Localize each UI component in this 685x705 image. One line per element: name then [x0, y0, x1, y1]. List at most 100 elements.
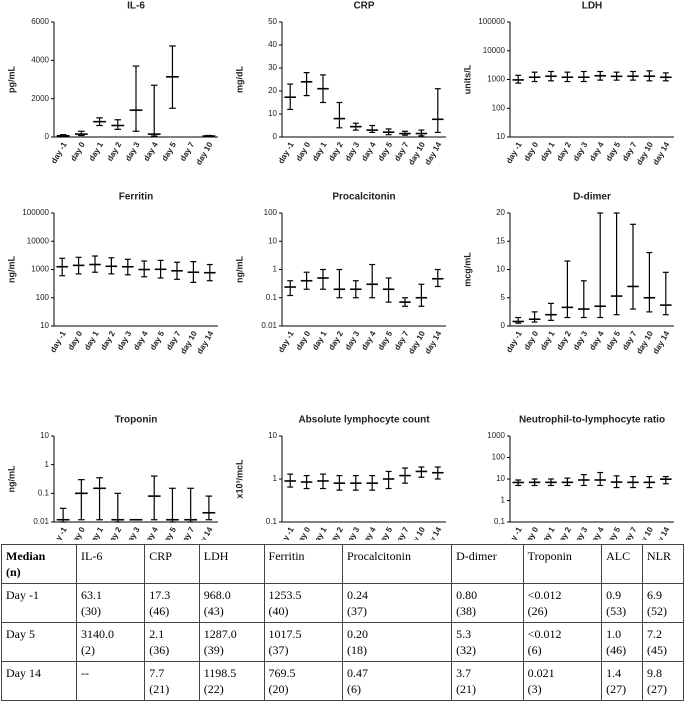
cell-text: -- [81, 666, 90, 680]
chart-title: Procalcitonin [332, 192, 395, 203]
cell-text: 17.3 [149, 588, 171, 602]
x-tick-label: day 7 [621, 525, 639, 540]
cell-text: (40) [268, 604, 289, 618]
cell-text: (27) [606, 682, 627, 696]
y-tick-label: 0.1 [266, 517, 278, 526]
x-tick-label: day 3 [571, 525, 589, 540]
x-tick-label: day 5 [376, 140, 394, 163]
cell-text: (43) [203, 604, 224, 618]
x-tick-label: day 0 [522, 140, 540, 163]
y-tick-label: 15 [496, 236, 505, 245]
cell-text: (32) [456, 643, 477, 657]
x-tick-label: day 2 [327, 525, 345, 540]
cell-text: (27) [647, 682, 667, 696]
table-row: Day 5 3140.0 (2) 2.1 (36) 1287.0 (39) 1017.5 (37… [0, 622, 684, 662]
x-tick-label: day 14 [651, 329, 672, 356]
y-tick-label: 30 [268, 63, 277, 72]
x-tick-label: day -1 [48, 329, 68, 354]
x-tick-label: day 4 [588, 140, 606, 163]
y-tick-label: 100 [264, 208, 278, 217]
cell-text: (46) [606, 643, 627, 657]
table-cell: 63.1 (30) [76, 583, 146, 623]
table-cell: LDH [198, 544, 265, 584]
x-tick-label: day 14 [423, 329, 444, 356]
table-cell: 2.1 (36) [144, 622, 200, 662]
y-tick-label: 1 [273, 265, 278, 274]
x-tick-label: day 4 [588, 329, 606, 352]
x-tick-label: day 3 [124, 525, 142, 540]
cell-text: ALC [606, 549, 631, 563]
table-cell: Median (n) [0, 544, 78, 584]
table-cell: 0.021 (3) [522, 661, 603, 701]
y-tick-label: 0.1 [38, 488, 50, 497]
table-cell: 7.2 (45) [642, 622, 684, 662]
x-tick-label: day -1 [276, 525, 296, 540]
y-tick-label: 1000 [487, 431, 505, 440]
y-tick-label: 10 [268, 431, 277, 440]
x-tick-label: day 1 [539, 525, 557, 540]
x-tick-label: day -1 [504, 140, 524, 165]
y-tick-label: 100000 [22, 208, 49, 217]
cell-text: (n) [6, 565, 21, 579]
table-cell: 1.0 (46) [601, 622, 643, 662]
y-tick-label: 10 [268, 109, 277, 118]
cell-text: 1.4 [606, 666, 622, 680]
x-tick-label: day 7 [178, 525, 196, 540]
chart-title: D-dimer [573, 192, 611, 203]
y-tick-label: 100000 [478, 17, 505, 26]
cell-text: 0.20 [346, 627, 368, 641]
y-tick-label: 1 [45, 460, 50, 469]
y-tick-label: 100 [492, 453, 506, 462]
y-axis-label: ng/mL [6, 256, 16, 283]
x-tick-label: day 10 [194, 140, 215, 167]
cell-text: (53) [606, 604, 627, 618]
cell-text: (46) [149, 604, 170, 618]
row-label: Day -1 [0, 583, 78, 623]
x-tick-label: day 2 [327, 329, 345, 352]
chart-title: CRP [353, 1, 374, 12]
table-cell: 0.47 (6) [341, 661, 453, 701]
table-cell: 0.80 (38) [451, 583, 524, 623]
cell-text: (22) [203, 682, 224, 696]
table-cell: Ferritin [263, 544, 343, 584]
y-axis-label: pg/mL [6, 66, 16, 93]
cell-text: (21) [149, 682, 170, 696]
chart-title: IL-6 [127, 1, 145, 12]
row-label: Day 14 [0, 661, 78, 701]
table-cell: 769.5 (20) [263, 661, 343, 701]
x-tick-label: day 5 [604, 329, 622, 352]
table-cell: 0.24 (37) [341, 583, 453, 623]
cell-text: 1.0 [606, 627, 622, 641]
cell-text: (18) [346, 643, 367, 657]
x-tick-label: day 4 [360, 525, 378, 540]
chart-title: Troponin [115, 415, 158, 426]
y-axis-label: x10³/mcL [234, 459, 244, 499]
table-cell: 3140.0 (2) [76, 622, 146, 662]
header-row: Median (n) IL-6 CRP LDH Ferritin Procalcitonin… [0, 544, 684, 584]
table-cell: 9.8 (27) [642, 661, 684, 701]
cell-text: 0.24 [346, 588, 368, 602]
y-tick-label: 0 [501, 321, 506, 330]
cell-text: IL-6 [81, 549, 103, 563]
cell-text: (2) [81, 643, 96, 657]
x-tick-label: day 0 [294, 525, 312, 540]
cell-text: 0.80 [456, 588, 478, 602]
cell-text: (36) [149, 643, 170, 657]
chart-title: LDH [582, 1, 603, 12]
x-tick-label: day 1 [83, 329, 101, 352]
y-tick-label: 40 [268, 40, 277, 49]
table-cell: 1198.5 (22) [198, 661, 265, 701]
cell-text: (39) [203, 643, 224, 657]
cell-text: (21) [456, 682, 477, 696]
chart-title: Absolute lymphocyte count [298, 415, 430, 426]
x-tick-label: day 5 [376, 525, 394, 540]
x-tick-label: day 1 [539, 140, 557, 163]
y-tick-label: 0.01 [33, 517, 49, 526]
x-tick-label: day 1 [539, 329, 557, 352]
x-tick-label: day 2 [555, 140, 573, 163]
x-tick-label: day 2 [327, 140, 345, 163]
x-tick-label: day 14 [651, 525, 672, 540]
cell-text: 0.021 [527, 666, 555, 680]
row-label: Day 5 [0, 622, 78, 662]
